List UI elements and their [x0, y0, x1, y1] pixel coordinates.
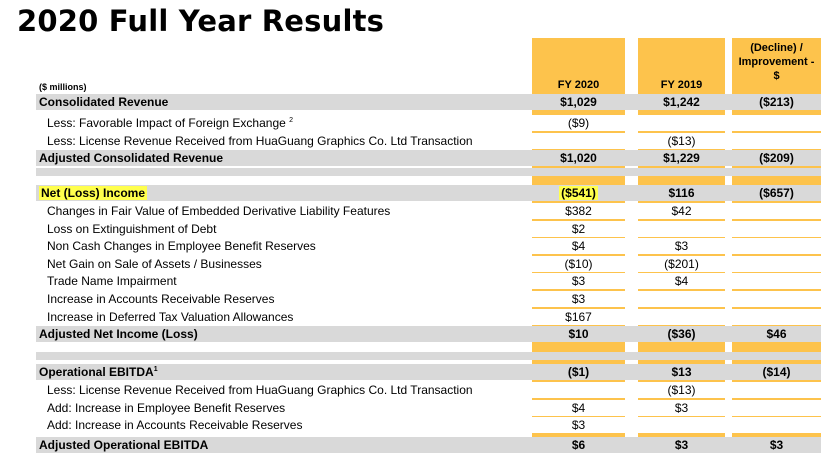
- cell-fy2020: ($1): [567, 365, 590, 379]
- footnote-marker: 2: [289, 117, 294, 124]
- cell-change: ($14): [762, 365, 791, 379]
- cell-change: $3: [769, 438, 784, 452]
- cell-fy2020: ($10): [564, 257, 593, 271]
- table-row: Add: Increase in Accounts Receivable Res…: [36, 417, 821, 433]
- row-label: Changes in Fair Value of Embedded Deriva…: [47, 204, 391, 218]
- cell-fy2019: $1,229: [663, 151, 700, 165]
- table-row: Increase in Accounts Receivable Reserves…: [36, 291, 821, 307]
- table-row: Less: Favorable Impact of Foreign Exchan…: [36, 115, 821, 131]
- row-label: Net (Loss) Income: [39, 186, 148, 200]
- row-label: Add: Increase in Employee Benefit Reserv…: [47, 401, 286, 415]
- cell-fy2020: $167: [565, 310, 592, 324]
- fy2019-label: FY 2019: [660, 79, 703, 91]
- table-row: Adjusted Net Income (Loss) $10 ($36) $46: [36, 326, 821, 342]
- cell-fy2019: $116: [668, 186, 695, 200]
- cell-fy2019: $4: [674, 274, 689, 288]
- table-row: Changes in Fair Value of Embedded Deriva…: [36, 203, 821, 219]
- row-label: Increase in Deferred Tax Valuation Allow…: [47, 310, 294, 324]
- row-label: Less: Favorable Impact of Foreign Exchan…: [47, 116, 294, 130]
- cell-fy2020: ($9): [567, 116, 590, 130]
- change-label-line3: $: [773, 70, 780, 82]
- cell-fy2020: $3: [571, 274, 586, 288]
- row-label: Increase in Accounts Receivable Reserves: [47, 292, 275, 306]
- cell-change: ($213): [759, 95, 794, 109]
- cell-fy2019: $3: [674, 239, 689, 253]
- cell-fy2020: $1,029: [560, 95, 597, 109]
- cell-fy2020: $4: [571, 401, 586, 415]
- change-label-line1: (Decline) /: [750, 42, 803, 54]
- cell-fy2020: $4: [571, 239, 586, 253]
- table-row: Add: Increase in Employee Benefit Reserv…: [36, 400, 821, 416]
- cell-fy2020: $2: [571, 222, 586, 236]
- cell-change: ($657): [759, 186, 794, 200]
- table-row: Net Gain on Sale of Assets / Businesses …: [36, 256, 821, 272]
- footnote-marker: 1: [153, 366, 158, 373]
- row-label: Adjusted Consolidated Revenue: [39, 151, 224, 165]
- cell-fy2019: $3: [674, 438, 689, 452]
- cell-fy2019: ($13): [667, 383, 696, 397]
- fy2020-label: FY 2020: [557, 79, 600, 91]
- cell-change: $46: [766, 327, 787, 341]
- spacer-band: [36, 168, 821, 176]
- row-label: Operational EBITDA1: [39, 365, 158, 379]
- cell-fy2020: ($541): [559, 186, 598, 200]
- row-label: Loss on Extinguishment of Debt: [47, 222, 217, 236]
- cell-fy2019: $42: [671, 204, 692, 218]
- table-row: Non Cash Changes in Employee Benefit Res…: [36, 238, 821, 254]
- page-title: 2020 Full Year Results: [17, 4, 385, 38]
- cell-fy2020: $10: [568, 327, 589, 341]
- cell-fy2019: ($201): [664, 257, 699, 271]
- table-row: Operational EBITDA1 ($1) $13 ($14): [36, 364, 821, 380]
- cell-fy2020: $1,020: [560, 151, 597, 165]
- cell-fy2019: $3: [674, 401, 689, 415]
- cell-fy2019: $1,242: [663, 95, 700, 109]
- change-label: (Decline) / Improvement - $: [732, 41, 821, 83]
- row-label: Less: License Revenue Received from HuaG…: [47, 383, 473, 397]
- cell-fy2020: $3: [571, 418, 586, 432]
- table-row: Consolidated Revenue $1,029 $1,242 ($213…: [36, 94, 821, 110]
- cell-fy2020: $382: [565, 204, 592, 218]
- cell-fy2020: $3: [571, 292, 586, 306]
- units-label: ($ millions): [39, 82, 87, 92]
- table-row: Adjusted Consolidated Revenue $1,020 $1,…: [36, 150, 821, 166]
- table-row: Loss on Extinguishment of Debt $2: [36, 221, 821, 237]
- row-label: Net Gain on Sale of Assets / Businesses: [47, 257, 262, 271]
- change-label-line2: Improvement -: [738, 56, 815, 68]
- row-label: Non Cash Changes in Employee Benefit Res…: [47, 239, 316, 253]
- table-row: Increase in Deferred Tax Valuation Allow…: [36, 309, 821, 325]
- table-row: Adjusted Operational EBITDA $6 $3 $3: [36, 437, 821, 453]
- row-label: Adjusted Net Income (Loss): [39, 327, 198, 341]
- table-row: Less: License Revenue Received from HuaG…: [36, 382, 821, 398]
- table-row: Net (Loss) Income ($541) $116 ($657): [36, 185, 821, 201]
- table-row: Less: License Revenue Received from HuaG…: [36, 133, 821, 149]
- row-label: Adjusted Operational EBITDA: [39, 438, 209, 452]
- row-label: Trade Name Impairment: [47, 274, 177, 288]
- table-row: Trade Name Impairment $3 $4: [36, 273, 821, 289]
- cell-fy2019: $13: [671, 365, 692, 379]
- cell-fy2019: ($13): [667, 134, 696, 148]
- row-label: Less: License Revenue Received from HuaG…: [47, 134, 473, 148]
- cell-fy2020: $6: [571, 438, 586, 452]
- spacer-band: [36, 352, 821, 360]
- row-label: Consolidated Revenue: [39, 95, 169, 109]
- cell-change: ($209): [759, 151, 794, 165]
- row-label: Add: Increase in Accounts Receivable Res…: [47, 418, 303, 432]
- cell-fy2019: ($36): [667, 327, 696, 341]
